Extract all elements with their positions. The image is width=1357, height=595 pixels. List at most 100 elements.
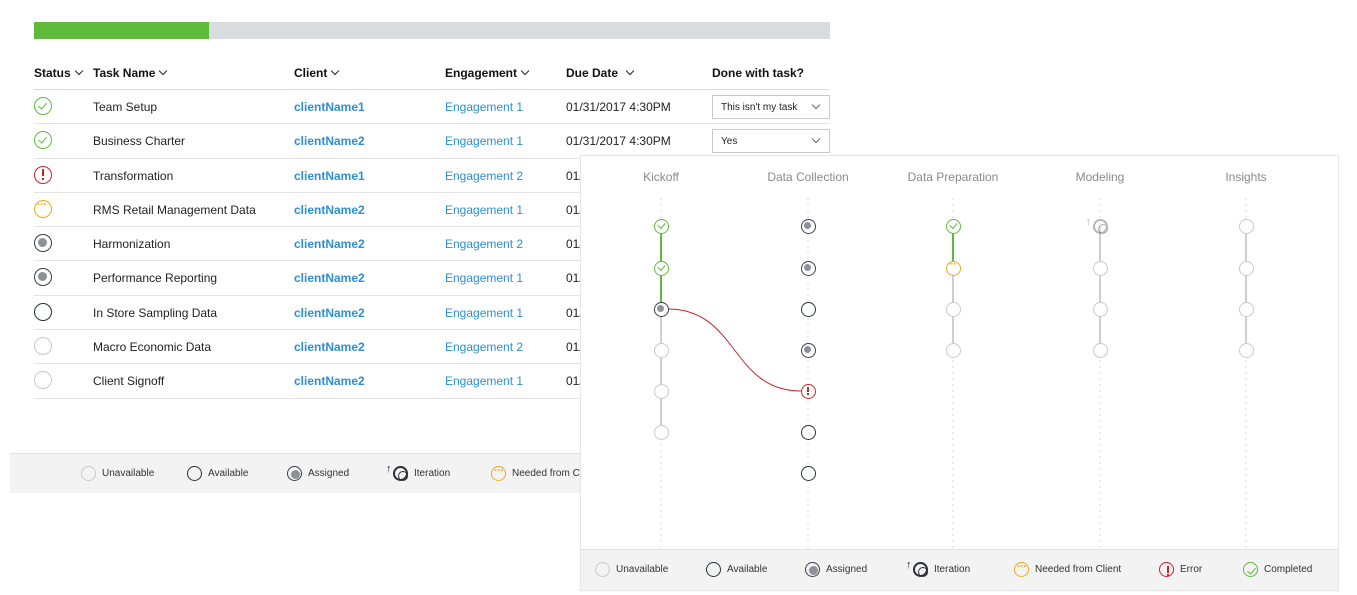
workflow-column-title: Modeling (1075, 170, 1125, 184)
faded-circle-icon (34, 337, 52, 356)
legend-item-unavailable: Unavailable (595, 562, 668, 577)
column-header-engagement[interactable]: Engagement (445, 66, 530, 80)
column-header-client[interactable]: Client (294, 66, 340, 80)
legend-label: Assigned (826, 564, 868, 575)
client-link[interactable]: clientName2 (294, 374, 365, 389)
workflow-connectors (660, 198, 1247, 548)
filled-dot-circle-icon[interactable] (800, 218, 816, 234)
exclamation-circle-icon (34, 165, 52, 184)
faded-circle-icon[interactable] (653, 424, 669, 440)
table-row[interactable]: Team Setup clientName1 Engagement 1 01/31/2… (34, 90, 830, 125)
faded-circle-icon[interactable] (1238, 218, 1254, 234)
faded-circle-icon[interactable] (1092, 260, 1108, 276)
column-header-status[interactable]: Status (34, 66, 83, 80)
table-row[interactable]: Harmonization clientName2 Engagement 2 01/ (34, 227, 830, 262)
faded-circle-icon[interactable] (1238, 301, 1254, 317)
faded-circle-icon[interactable] (653, 342, 669, 358)
engagement-link[interactable]: Engagement 1 (445, 374, 524, 389)
select-value: This isn't my task (721, 102, 798, 113)
engagement-link[interactable]: Engagement 1 (445, 100, 524, 114)
faded-circle-icon[interactable] (653, 383, 669, 399)
legend-item-error: Error (1159, 562, 1202, 577)
iteration-arrow-icon[interactable] (1086, 216, 1108, 234)
due-date-cell: 01/ (566, 271, 583, 286)
filled-dot-circle-icon[interactable] (800, 342, 816, 358)
open-circle-icon (706, 562, 721, 577)
client-link[interactable]: clientName1 (294, 100, 365, 114)
open-circle-icon[interactable] (800, 465, 816, 481)
engagement-link[interactable]: Engagement 1 (445, 202, 524, 217)
legend-item-available: Available (706, 562, 767, 577)
legend-label: Available (727, 564, 768, 575)
client-link[interactable]: clientName2 (294, 305, 365, 320)
faded-circle-icon[interactable] (1238, 342, 1254, 358)
ellipsis-circle-icon (491, 465, 506, 481)
table-row[interactable]: In Store Sampling Data clientName2 Engagem… (34, 296, 830, 331)
engagement-link[interactable]: Engagement 1 (445, 271, 524, 286)
client-link[interactable]: clientName2 (294, 340, 365, 355)
engagement-link[interactable]: Engagement 2 (445, 237, 524, 252)
open-circle-icon[interactable] (800, 424, 816, 440)
table-header: Status Task Name Client Engagement Due D… (34, 58, 830, 90)
table-row[interactable]: Client Signoff clientName2 Engagement 1 01/ (34, 364, 830, 399)
task-table: Status Task Name Client Engagement Due D… (34, 58, 830, 399)
status-cell (34, 199, 52, 218)
progress-bar-fill (34, 22, 210, 39)
client-link[interactable]: clientName2 (294, 271, 365, 286)
due-date-cell: 01/ (566, 237, 583, 252)
workflow-column-title: Data Collection (767, 170, 849, 184)
faded-circle-icon[interactable] (1238, 260, 1254, 276)
status-legend-front: Unavailable Available Assigned Iteration Nee… (581, 549, 1338, 590)
table-row[interactable]: Transformation clientName1 Engagement 2 01/ (34, 159, 830, 193)
engagement-link[interactable]: Engagement 1 (445, 134, 524, 149)
due-date-cell: 01/31/2017 4:30PM (566, 134, 671, 149)
ellipsis-circle-icon (34, 199, 52, 218)
iteration-arrow-icon (386, 463, 408, 481)
legend-label: Needed from Cl (512, 468, 583, 479)
check-circle-icon[interactable] (945, 218, 961, 234)
faded-circle-icon[interactable] (1092, 342, 1108, 358)
filled-dot-circle-icon (34, 234, 52, 253)
due-date-cell: 01/ (566, 168, 583, 183)
client-link[interactable]: clientName2 (294, 134, 365, 149)
table-row[interactable]: Business Charter clientName2 Engagement 1 0… (34, 124, 830, 159)
task-name-cell: Business Charter (93, 134, 186, 149)
client-link[interactable]: clientName1 (294, 168, 365, 183)
faded-circle-icon[interactable] (945, 301, 961, 317)
client-link[interactable]: clientName2 (294, 237, 365, 252)
client-link[interactable]: clientName2 (294, 202, 365, 217)
engagement-link[interactable]: Engagement 1 (445, 305, 524, 320)
done-with-task-select[interactable]: Yes (712, 129, 830, 154)
check-circle-icon[interactable] (653, 260, 669, 276)
chevron-down-icon (625, 66, 635, 76)
table-row[interactable]: Performance Reporting clientName2 Engageme… (34, 261, 830, 296)
filled-dot-circle-icon[interactable] (653, 301, 669, 317)
done-cell: Yes (712, 129, 830, 154)
done-with-task-select[interactable]: This isn't my task (712, 95, 830, 119)
column-header-due-date[interactable]: Due Date (566, 66, 635, 80)
chevron-down-icon (331, 66, 340, 76)
column-header-task-name[interactable]: Task Name (93, 66, 168, 80)
check-circle-icon[interactable] (653, 218, 669, 234)
legend-label: Completed (1264, 564, 1313, 575)
legend-label: Iteration (414, 468, 451, 479)
filled-dot-circle-icon[interactable] (800, 260, 816, 276)
legend-item-needed: Needed from Cl (491, 465, 583, 481)
faded-circle-icon (34, 371, 52, 390)
faded-circle-icon[interactable] (945, 342, 961, 358)
due-date-cell: 01/31/2017 4:30PM (566, 100, 671, 114)
exclamation-circle-icon[interactable] (800, 383, 816, 399)
table-row[interactable]: RMS Retail Management Data clientName2 Eng… (34, 193, 830, 228)
legend-item-iteration: Iteration (386, 463, 451, 481)
task-name-cell: RMS Retail Management Data (93, 202, 256, 217)
due-date-cell: 01/ (566, 340, 583, 355)
status-cell (34, 234, 52, 253)
open-circle-icon[interactable] (800, 301, 816, 317)
engagement-link[interactable]: Engagement 2 (445, 168, 524, 183)
faded-circle-icon (81, 466, 96, 481)
table-row[interactable]: Macro Economic Data clientName2 Engagement… (34, 330, 830, 365)
ellipsis-circle-icon[interactable] (945, 259, 961, 276)
legend-item-unavailable: Unavailable (81, 466, 154, 481)
faded-circle-icon[interactable] (1092, 301, 1108, 317)
engagement-link[interactable]: Engagement 2 (445, 340, 524, 355)
